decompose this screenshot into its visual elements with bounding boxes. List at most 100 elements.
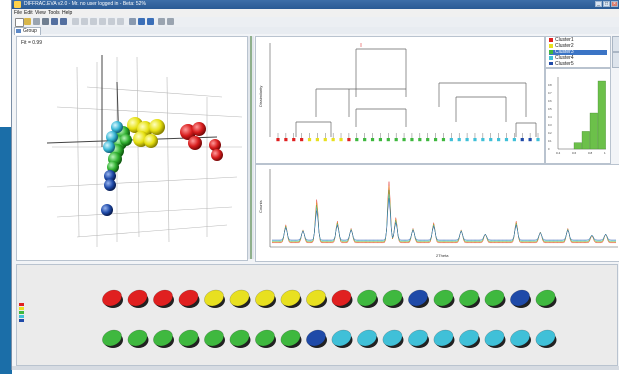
dendrogram-leaf-marker [426,138,430,142]
sample-disk[interactable] [508,287,532,309]
sample-disk[interactable] [304,287,328,309]
dendrogram-leaf-marker [363,138,367,142]
sample-disk[interactable] [202,287,226,309]
sample-disk[interactable] [355,287,379,309]
menu-tools[interactable]: Tools [48,10,60,16]
sample-disk[interactable] [457,287,481,309]
sample-disk[interactable] [125,327,149,349]
sample-disk[interactable] [355,327,379,349]
dendrogram-leaf-marker [457,138,461,142]
close-icon[interactable]: × [611,1,618,7]
legend-item-cluster4[interactable]: Cluster4 [549,56,607,61]
pattern-trace [272,198,616,241]
open-icon[interactable] [24,18,31,25]
legend-swatch [549,62,553,65]
grid-lines [46,56,243,247]
dendrogram-leaf-marker [331,138,335,142]
histogram-bar [589,112,598,150]
sample-disk[interactable] [482,287,506,309]
sample-disk[interactable] [329,327,353,349]
legend-swatch [549,38,553,42]
side-tab-1[interactable] [612,36,619,52]
sample-disk[interactable] [406,327,430,349]
sample-disk[interactable] [380,287,404,309]
sample-disk[interactable] [533,287,557,309]
histogram-panel[interactable]: 0.4 0.6 0.8 1 0 0.1 0.2 0.3 0.4 0.5 0.6 0.7 0.8 [545,68,611,164]
dendrogram-leaf-marker [465,138,469,142]
disks-canvas [100,287,557,349]
legend-label: Cluster3 [555,49,574,55]
sample-disk[interactable] [151,327,175,349]
histogram-y-tick: 0.7 [548,91,552,95]
redo-icon[interactable] [81,18,88,25]
save-icon[interactable] [33,18,40,25]
sample-disk[interactable] [176,327,200,349]
side-tab-2[interactable] [612,52,619,68]
sample-disks-panel[interactable] [16,264,618,366]
histogram-y-tick: 0.2 [548,131,552,135]
dendrogram-panel[interactable]: Dissimilarity [255,36,545,164]
panel-splitter[interactable] [248,36,254,259]
view-icon[interactable] [147,18,154,25]
grid-icon[interactable] [138,18,145,25]
dendrogram-leaf-marker [307,138,312,142]
legend-item-cluster2[interactable]: Cluster2 [549,44,607,49]
legend-label: Cluster4 [555,55,574,61]
sample-disk[interactable] [100,287,124,309]
sample-disk[interactable] [253,287,277,309]
sample-disk[interactable] [151,287,175,309]
dendrogram-leaf-marker [378,138,383,142]
sample-disk[interactable] [125,287,149,309]
sample-disk[interactable] [380,327,404,349]
scatter-3d-canvas[interactable] [17,37,247,260]
title-bar: DIFFRAC.EVA v2.0 - Mr. no user logged in… [12,0,619,9]
zoom-icon[interactable] [158,18,165,25]
sample-disk[interactable] [202,327,226,349]
dendrogram-y-label: Dissimilarity [258,86,263,107]
sample-disk[interactable] [304,327,328,349]
chart-icon[interactable] [129,18,136,25]
sample-disk[interactable] [176,287,200,309]
dendrogram-leaf-marker [536,138,540,142]
sample-disk[interactable] [329,287,353,309]
sample-disk[interactable] [482,327,506,349]
save-all-icon[interactable] [60,18,67,25]
menu-edit[interactable]: Edit [24,10,33,16]
sample-disk[interactable] [278,327,302,349]
menu-view[interactable]: View [35,10,46,16]
sample-disk[interactable] [406,287,430,309]
sample-disk[interactable] [227,327,251,349]
menu-help[interactable]: Help [62,10,73,16]
legend-item-cluster1[interactable]: Cluster1 [549,38,607,43]
dendrogram-leaf-marker [355,138,359,142]
sample-disk[interactable] [253,327,277,349]
cluster-legend[interactable]: Cluster1 Cluster2 Cluster3 Cluster4 Clus… [545,36,611,68]
maximize-icon[interactable]: □ [603,1,610,7]
print-icon[interactable] [42,18,49,25]
legend-item-cluster3[interactable]: Cluster3 [549,50,607,55]
sample-disk[interactable] [431,287,455,309]
document-tabs: Group [12,27,619,35]
menu-file[interactable]: File [14,10,23,16]
sample-disk[interactable] [508,327,532,349]
sample-disk[interactable] [227,287,251,309]
cut-icon[interactable] [90,18,97,25]
minimize-icon[interactable]: _ [595,1,602,7]
sample-disk[interactable] [278,287,302,309]
paste-icon[interactable] [108,18,115,25]
dendrogram-leaf-marker [473,138,477,142]
sample-disk[interactable] [533,327,557,349]
export-icon[interactable] [51,18,58,25]
pattern-panel[interactable]: Counts 2Theta [255,164,619,262]
scatter-3d-panel[interactable]: Fit = 0.99 [16,36,248,261]
copy-icon[interactable] [99,18,106,25]
legend-item-cluster5[interactable]: Cluster5 [549,62,607,67]
undo-icon[interactable] [72,18,79,25]
sample-disk[interactable] [457,327,481,349]
sample-disk[interactable] [431,327,455,349]
delete-icon[interactable] [117,18,124,25]
new-icon[interactable] [15,18,24,27]
sample-disk[interactable] [100,327,124,349]
settings-icon[interactable] [167,18,174,25]
tab-group[interactable]: Group [14,27,41,35]
